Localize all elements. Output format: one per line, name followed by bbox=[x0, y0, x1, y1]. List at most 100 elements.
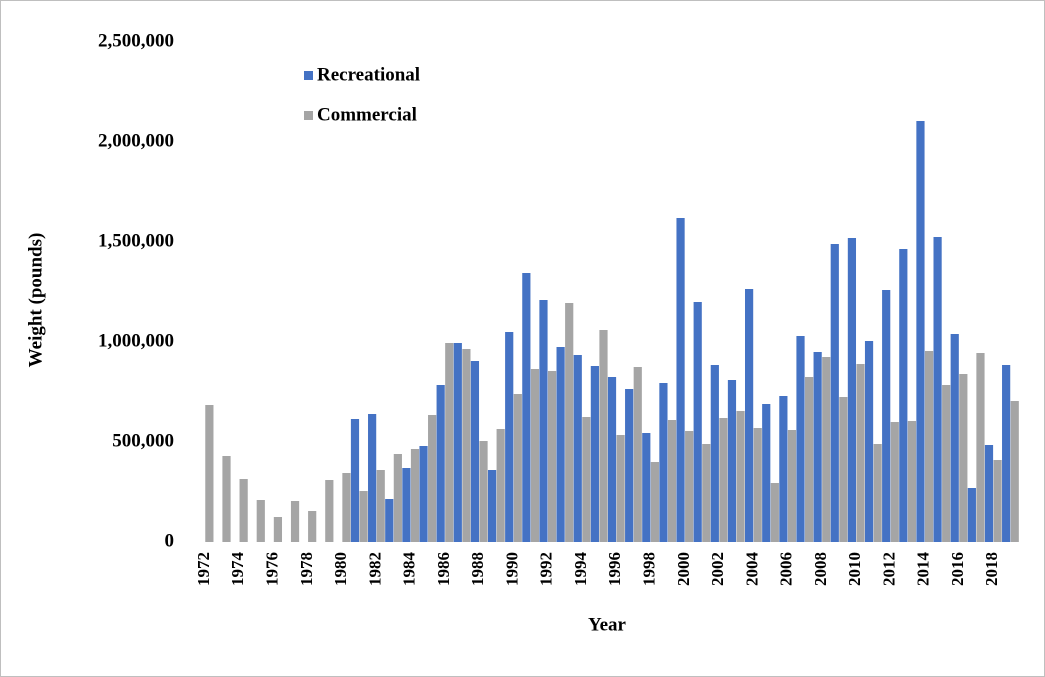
bar bbox=[419, 446, 428, 542]
bar bbox=[402, 468, 411, 542]
bar bbox=[736, 411, 745, 542]
bar bbox=[590, 366, 599, 542]
bar bbox=[676, 218, 685, 542]
bar bbox=[273, 517, 283, 542]
bar bbox=[428, 415, 437, 542]
bar bbox=[753, 428, 762, 542]
x-tick-label: 2004 bbox=[742, 552, 761, 587]
bar bbox=[479, 441, 488, 542]
bar bbox=[762, 404, 771, 542]
y-tick-label: 2,000,000 bbox=[98, 130, 174, 151]
bar bbox=[436, 385, 445, 542]
x-tick-label: 1998 bbox=[639, 552, 658, 586]
x-tick-label: 1980 bbox=[331, 552, 350, 586]
x-tick-label: 1996 bbox=[605, 552, 624, 586]
bar bbox=[933, 237, 942, 542]
bar bbox=[582, 417, 591, 542]
bar bbox=[719, 418, 728, 542]
x-tick-label: 1976 bbox=[263, 552, 282, 586]
bar bbox=[959, 374, 968, 542]
bar bbox=[539, 300, 548, 542]
bar bbox=[385, 499, 394, 542]
bar bbox=[864, 341, 874, 542]
bar bbox=[359, 491, 368, 542]
bar bbox=[1002, 365, 1011, 542]
bar bbox=[239, 479, 248, 542]
bar bbox=[787, 430, 797, 542]
x-tick-label: 1978 bbox=[297, 552, 316, 586]
x-tick-label: 1982 bbox=[365, 552, 384, 586]
bar bbox=[822, 357, 831, 542]
bar bbox=[745, 289, 754, 542]
x-tick-label: 2010 bbox=[845, 552, 864, 586]
x-tick-label: 1992 bbox=[537, 552, 556, 586]
bar bbox=[899, 249, 908, 542]
bar bbox=[410, 449, 420, 542]
bar bbox=[205, 405, 214, 542]
bar bbox=[727, 380, 737, 542]
bar bbox=[256, 500, 265, 542]
y-tick-label: 500,000 bbox=[112, 430, 174, 451]
bar bbox=[976, 353, 985, 542]
bar bbox=[667, 420, 677, 542]
bar bbox=[222, 456, 231, 542]
bar bbox=[445, 343, 454, 542]
bar bbox=[830, 244, 839, 542]
bar bbox=[642, 433, 651, 542]
x-tick-label: 1988 bbox=[468, 552, 487, 586]
bar bbox=[805, 377, 814, 542]
y-tick-label: 2,500,000 bbox=[98, 30, 174, 51]
bar bbox=[342, 473, 351, 542]
y-tick-label: 1,000,000 bbox=[98, 330, 174, 351]
legend-label: Commercial bbox=[317, 104, 417, 125]
bar bbox=[376, 470, 385, 542]
bar bbox=[633, 367, 642, 542]
x-tick-label: 1986 bbox=[434, 552, 453, 586]
bar bbox=[856, 364, 865, 542]
bar bbox=[522, 273, 531, 542]
x-tick-label: 1984 bbox=[400, 552, 419, 587]
bar bbox=[839, 397, 848, 542]
x-tick-label: 2016 bbox=[948, 552, 967, 586]
bar bbox=[505, 332, 514, 542]
bar bbox=[573, 355, 582, 542]
x-axis-label: Year bbox=[588, 614, 627, 635]
bar bbox=[1010, 401, 1019, 542]
bar bbox=[556, 347, 565, 542]
legend-swatch bbox=[304, 71, 313, 80]
bar bbox=[907, 421, 917, 542]
bar bbox=[847, 238, 857, 542]
bar bbox=[393, 454, 402, 542]
legend-label: Recreational bbox=[317, 64, 420, 85]
bar bbox=[650, 462, 659, 542]
x-tick-label: 2000 bbox=[674, 552, 693, 586]
bar bbox=[308, 511, 317, 542]
bar bbox=[462, 349, 471, 542]
x-tick-label: 2018 bbox=[982, 552, 1001, 586]
bar bbox=[924, 351, 934, 542]
bar bbox=[890, 422, 899, 542]
x-tick-label: 2006 bbox=[777, 552, 796, 586]
legend-swatch bbox=[304, 111, 313, 120]
x-tick-label: 2014 bbox=[914, 552, 933, 587]
x-tick-label: 1994 bbox=[571, 552, 590, 587]
bar bbox=[796, 336, 805, 542]
x-tick-label: 1990 bbox=[502, 552, 521, 586]
bar bbox=[993, 460, 1002, 542]
x-tick-label: 2008 bbox=[811, 552, 830, 586]
bar bbox=[984, 445, 994, 542]
x-tick-label: 1974 bbox=[228, 552, 247, 587]
x-tick-label: 1972 bbox=[194, 552, 213, 586]
x-tick-label: 2012 bbox=[879, 552, 898, 586]
bar bbox=[565, 303, 574, 542]
bar bbox=[616, 435, 625, 542]
y-tick-label: 1,500,000 bbox=[98, 230, 174, 251]
bar bbox=[607, 377, 617, 542]
bar bbox=[710, 365, 719, 542]
bar bbox=[950, 334, 959, 542]
bar bbox=[453, 343, 462, 542]
bar bbox=[702, 444, 711, 542]
bar bbox=[693, 302, 702, 542]
